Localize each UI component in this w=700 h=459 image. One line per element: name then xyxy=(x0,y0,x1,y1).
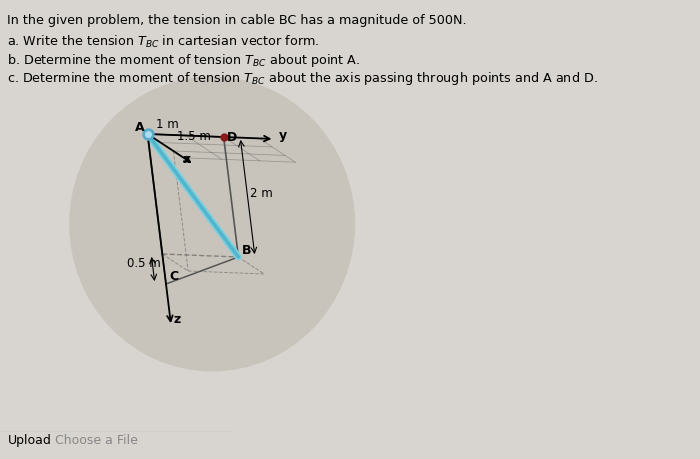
Text: Upload: Upload xyxy=(8,434,51,447)
Text: x: x xyxy=(183,152,191,166)
Text: 1 m: 1 m xyxy=(156,118,178,131)
Text: y: y xyxy=(279,129,287,142)
Text: 0.5 m: 0.5 m xyxy=(127,257,161,270)
Text: a. Write the tension $T_{BC}$ in cartesian vector form.: a. Write the tension $T_{BC}$ in cartesi… xyxy=(8,34,320,50)
Text: c. Determine the moment of tension $T_{BC}$ about the axis passing through point: c. Determine the moment of tension $T_{B… xyxy=(8,70,598,87)
Text: D: D xyxy=(228,131,237,144)
Text: 1.5 m: 1.5 m xyxy=(177,130,211,143)
Text: In the given problem, the tension in cable BC has a magnitude of 500N.: In the given problem, the tension in cab… xyxy=(8,14,467,27)
Text: b. Determine the moment of tension $T_{BC}$ about point A.: b. Determine the moment of tension $T_{B… xyxy=(8,52,360,69)
Text: B: B xyxy=(242,244,251,257)
Text: C: C xyxy=(169,270,178,283)
Text: Choose a File: Choose a File xyxy=(55,434,138,447)
Text: 2 m: 2 m xyxy=(251,187,273,200)
Text: A: A xyxy=(134,121,144,134)
Text: z: z xyxy=(174,313,181,326)
Ellipse shape xyxy=(69,77,355,371)
